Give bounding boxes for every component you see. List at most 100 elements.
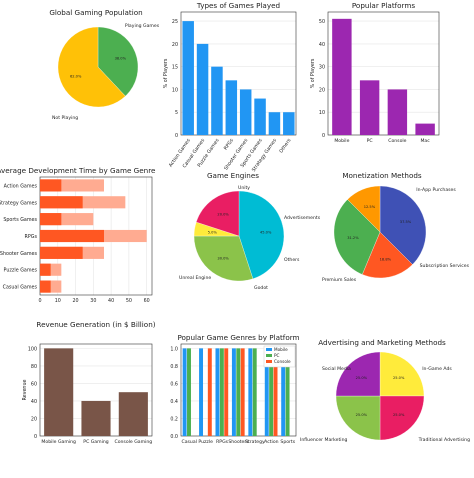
y-tick-label: 0 — [34, 434, 37, 440]
bar — [40, 280, 51, 293]
x-tick-label: 60 — [144, 298, 150, 304]
pie-pct-label: 45.0% — [260, 230, 272, 234]
bar — [196, 43, 209, 136]
bar — [415, 123, 435, 135]
pie-slice — [57, 26, 126, 108]
chart-title: Popular Game Genres by Platform — [177, 333, 299, 342]
bar — [211, 66, 223, 135]
x-tick-label: Shooters — [228, 439, 249, 445]
legend-swatch — [266, 354, 272, 357]
y-tick-label: 20 — [172, 42, 178, 48]
bar-mobile — [231, 348, 236, 436]
bar-mobile — [215, 348, 220, 436]
x-tick-label: 40 — [108, 298, 114, 304]
chart-title: Revenue Generation (in $ Billion) — [36, 320, 155, 329]
x-tick-label: Console — [388, 138, 406, 144]
y-tick-label: Action Games — [4, 183, 38, 189]
bar-console — [224, 348, 229, 436]
chart-5: Monetization Methods 37.5% In-App Purchase… — [284, 171, 470, 283]
pie-pct-label: 38.0% — [115, 57, 127, 61]
y-tick-label: Puzzle Games — [4, 268, 38, 274]
chart-4: Game Engines 45.0% Unity 30.0% Unreal Engine… — [179, 171, 300, 291]
chart-title: Advertising and Marketing Methods — [318, 338, 446, 347]
pie-label: Unreal Engine — [179, 275, 211, 281]
y-tick-label: 100 — [28, 346, 37, 352]
bar — [40, 196, 83, 209]
x-tick-label: PC Gaming — [83, 439, 108, 445]
x-tick-label: Mac — [420, 138, 430, 144]
bar — [254, 98, 266, 135]
pie-label: Premium Sales — [322, 277, 357, 283]
bar-mobile — [199, 348, 204, 436]
y-tick-label: Strategy Games — [0, 200, 37, 206]
y-tick-label: 0.0 — [170, 434, 178, 440]
y-tick-label: 60 — [31, 381, 37, 387]
bar — [40, 213, 62, 226]
x-tick-label: 0 — [38, 298, 41, 304]
pie-pct-label: 25.0% — [393, 413, 405, 417]
y-tick-label: 40 — [319, 42, 325, 48]
pie-pct-label: 25.0% — [393, 376, 405, 380]
chart-3: Average Development Time by Game Genre 0 1… — [0, 166, 156, 304]
y-tick-label: RPGs — [25, 234, 38, 240]
bar — [332, 18, 352, 135]
pie-label: Influencer Marketing — [300, 437, 347, 443]
legend-label: Console — [274, 359, 291, 364]
pie-pct-label: 30.0% — [217, 256, 229, 260]
bar — [225, 80, 238, 135]
y-tick-label: Shooter Games — [0, 251, 37, 257]
pie-label: Advertisements — [284, 215, 321, 221]
y-tick-label: 20 — [319, 87, 325, 93]
y-tick-label: 1.0 — [170, 346, 178, 352]
y-tick-label: 0 — [322, 133, 325, 139]
pie-label: Playing Games — [125, 23, 160, 29]
pie-slice — [335, 351, 381, 397]
pie-slice — [335, 395, 381, 441]
bar — [359, 80, 380, 135]
y-tick-label: 0 — [175, 133, 178, 139]
bar-console — [240, 348, 245, 436]
y-tick-label: 25 — [172, 19, 178, 25]
y-tick-label: 10 — [319, 110, 325, 116]
bar-mobile — [264, 348, 269, 436]
y-tick-label: 20 — [31, 416, 37, 422]
pie-label: Godot — [254, 285, 268, 291]
bar-pc — [285, 348, 290, 436]
pie-pct-label: 62.0% — [70, 74, 82, 78]
pie-pct-label: 25.0% — [356, 376, 368, 380]
x-tick-label: Mobile Gaming — [41, 439, 76, 445]
chart-8: Advertising and Marketing Methods 25.0% In… — [300, 338, 470, 443]
pie-pct-label: 5.0% — [208, 230, 218, 234]
pie-label: Subscription Services — [420, 263, 470, 269]
pie-slice — [193, 235, 254, 282]
y-tick-label: 15 — [172, 65, 178, 71]
x-tick-label: Others — [278, 137, 292, 154]
y-tick-label: 0.6 — [170, 381, 178, 387]
bar-mobile — [248, 348, 253, 436]
bar-pc — [187, 348, 191, 436]
y-tick-label: 5 — [175, 110, 178, 116]
x-tick-label: RPGs — [216, 439, 229, 445]
x-tick-label: Action — [264, 439, 278, 445]
chart-1: Types of Games Played 0 5 10 15 20 25 % of Play… — [163, 1, 297, 173]
pie-slice — [379, 395, 425, 441]
pie-label: Not Playing — [52, 115, 78, 121]
plot-frame — [327, 11, 440, 136]
bar — [182, 21, 194, 135]
chart-2: Popular Platforms 0 10 20 30 40 50 % of Players… — [310, 1, 440, 144]
chart-title: Global Gaming Population — [49, 8, 142, 17]
y-tick-label: 30 — [319, 65, 325, 71]
y-tick-label: 50 — [319, 19, 325, 25]
bar — [239, 89, 252, 135]
pie-pct-label: 37.5% — [400, 220, 412, 224]
x-tick-label: 50 — [126, 298, 132, 304]
chart-title: Types of Games Played — [196, 1, 280, 10]
pie-slice — [362, 231, 413, 279]
x-tick-label: 20 — [73, 298, 79, 304]
chart-title: Game Engines — [207, 171, 259, 180]
y-tick-label: Casual Games — [3, 285, 38, 291]
pie-slice — [97, 26, 139, 97]
bar-pc — [236, 348, 241, 436]
bar — [283, 112, 295, 135]
